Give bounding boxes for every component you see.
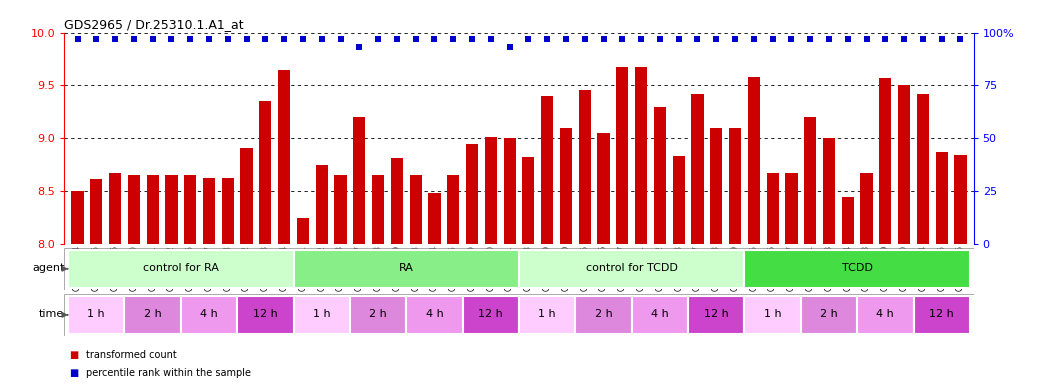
- Bar: [673, 156, 685, 384]
- Bar: [238, 296, 294, 334]
- Bar: [109, 173, 121, 384]
- Bar: [463, 296, 519, 334]
- Bar: [406, 296, 463, 334]
- Bar: [522, 157, 535, 384]
- Bar: [125, 296, 181, 334]
- Bar: [294, 296, 350, 334]
- Bar: [744, 250, 969, 288]
- Bar: [181, 296, 238, 334]
- Bar: [786, 173, 797, 384]
- Bar: [294, 250, 519, 288]
- Text: 2 h: 2 h: [820, 309, 838, 319]
- Text: 2 h: 2 h: [595, 309, 612, 319]
- Bar: [688, 296, 744, 334]
- Bar: [842, 197, 854, 384]
- Text: 12 h: 12 h: [929, 309, 954, 319]
- Bar: [541, 96, 553, 384]
- Bar: [184, 175, 196, 384]
- Bar: [241, 148, 252, 384]
- Bar: [72, 191, 84, 384]
- Text: 1 h: 1 h: [764, 309, 782, 319]
- Bar: [598, 133, 609, 384]
- Bar: [632, 296, 688, 334]
- Text: 4 h: 4 h: [876, 309, 894, 319]
- Bar: [654, 106, 666, 384]
- Text: GDS2965 / Dr.25310.1.A1_at: GDS2965 / Dr.25310.1.A1_at: [64, 18, 244, 31]
- Bar: [64, 244, 974, 260]
- Bar: [485, 137, 497, 384]
- Bar: [857, 296, 913, 334]
- Text: 2 h: 2 h: [370, 309, 387, 319]
- Bar: [917, 94, 929, 384]
- Bar: [954, 155, 966, 384]
- Bar: [146, 175, 159, 384]
- Bar: [90, 179, 103, 384]
- Bar: [222, 179, 234, 384]
- Bar: [503, 138, 516, 384]
- Text: 2 h: 2 h: [144, 309, 162, 319]
- Text: 1 h: 1 h: [539, 309, 556, 319]
- Bar: [861, 173, 873, 384]
- Text: 12 h: 12 h: [704, 309, 729, 319]
- Bar: [800, 296, 857, 334]
- Bar: [766, 173, 778, 384]
- Bar: [350, 296, 406, 334]
- Text: transformed count: transformed count: [86, 350, 176, 360]
- Bar: [410, 175, 421, 384]
- Bar: [635, 68, 648, 384]
- Text: 1 h: 1 h: [87, 309, 105, 319]
- Bar: [575, 296, 632, 334]
- Text: 4 h: 4 h: [651, 309, 668, 319]
- Bar: [729, 128, 741, 384]
- Bar: [447, 175, 460, 384]
- Text: agent: agent: [32, 263, 64, 273]
- Bar: [69, 250, 294, 288]
- Bar: [202, 179, 215, 384]
- Bar: [879, 78, 892, 384]
- Bar: [128, 175, 140, 384]
- Bar: [898, 86, 910, 384]
- Text: RA: RA: [399, 263, 414, 273]
- Text: time: time: [39, 309, 64, 319]
- Bar: [823, 138, 836, 384]
- Text: 1 h: 1 h: [312, 309, 330, 319]
- Text: ■: ■: [70, 368, 79, 378]
- Text: percentile rank within the sample: percentile rank within the sample: [86, 368, 251, 378]
- Bar: [913, 296, 969, 334]
- Text: control for RA: control for RA: [143, 263, 219, 273]
- Text: 12 h: 12 h: [253, 309, 278, 319]
- Bar: [69, 296, 125, 334]
- Bar: [519, 250, 744, 288]
- Bar: [710, 128, 722, 384]
- Bar: [519, 296, 575, 334]
- Bar: [372, 175, 384, 384]
- Text: TCDD: TCDD: [842, 263, 873, 273]
- Text: control for TCDD: control for TCDD: [585, 263, 678, 273]
- Bar: [804, 117, 816, 384]
- Bar: [390, 158, 403, 384]
- Bar: [466, 144, 479, 384]
- Bar: [617, 68, 628, 384]
- Bar: [316, 165, 328, 384]
- Text: 12 h: 12 h: [479, 309, 503, 319]
- Bar: [559, 128, 572, 384]
- Text: ■: ■: [70, 350, 79, 360]
- Bar: [353, 117, 365, 384]
- Bar: [260, 101, 272, 384]
- Bar: [165, 175, 177, 384]
- Bar: [278, 70, 291, 384]
- Bar: [429, 193, 440, 384]
- Text: 4 h: 4 h: [426, 309, 443, 319]
- Bar: [935, 152, 948, 384]
- Bar: [578, 89, 591, 384]
- Bar: [691, 94, 704, 384]
- Bar: [744, 296, 800, 334]
- Bar: [297, 218, 309, 384]
- Bar: [747, 77, 760, 384]
- Text: 4 h: 4 h: [200, 309, 218, 319]
- Bar: [334, 175, 347, 384]
